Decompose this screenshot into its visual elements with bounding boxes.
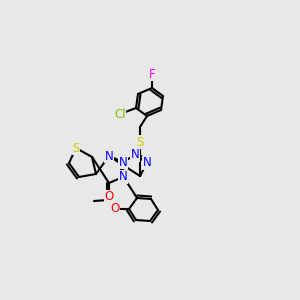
Text: Cl: Cl [114,107,126,121]
Text: O: O [104,190,114,203]
Text: S: S [136,136,144,148]
Text: S: S [72,142,80,154]
Text: F: F [149,68,155,80]
Text: N: N [130,148,140,161]
Text: O: O [110,202,120,215]
Text: N: N [105,149,113,163]
Text: N: N [142,157,152,169]
Text: N: N [118,155,127,169]
Text: N: N [118,170,127,184]
